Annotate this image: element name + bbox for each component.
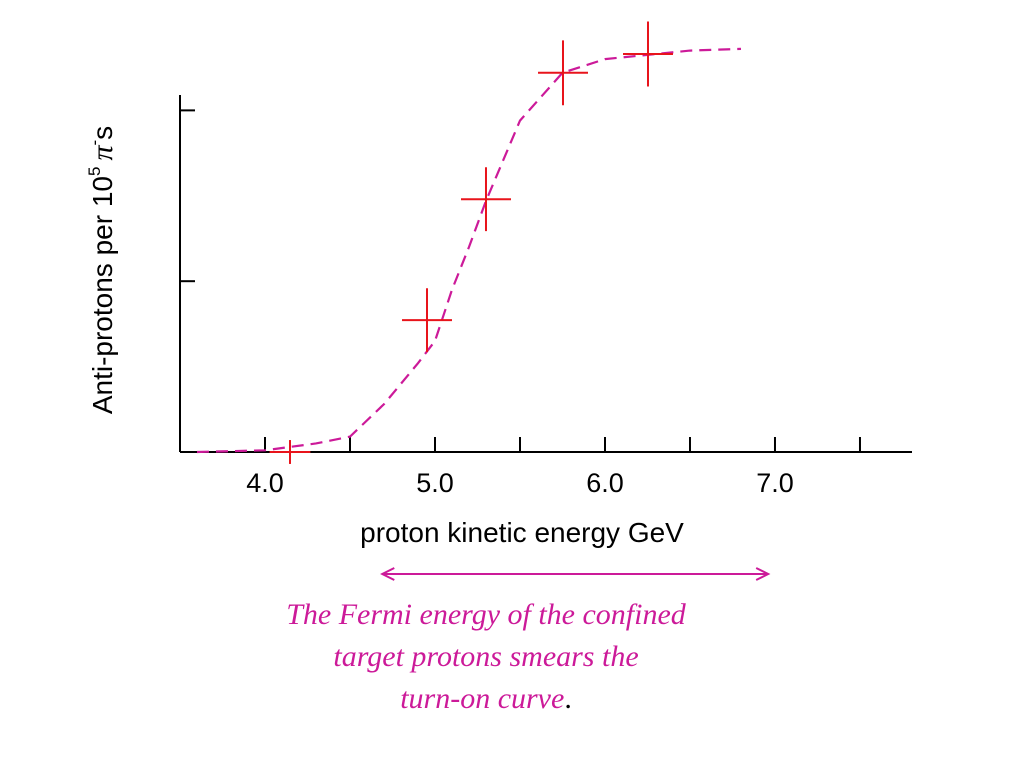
x-axis-label: proton kinetic energy GeV (360, 517, 684, 548)
data-point (402, 288, 452, 353)
annotation-line: The Fermi energy of the confined (286, 598, 687, 631)
x-tick-label: 5.0 (416, 468, 454, 498)
data-point (623, 21, 673, 87)
arrow-head (380, 567, 395, 581)
annotation-text: target protons smears the (333, 640, 638, 673)
annotation-text: The Fermi energy of the confined (286, 598, 687, 631)
x-tick-label: 4.0 (246, 468, 284, 498)
annotation-line: target protons smears the (333, 640, 638, 673)
data-point (461, 167, 511, 232)
y-label-sup: 5 (85, 167, 104, 176)
annotation-end: . (564, 682, 572, 715)
y-axis-label: Anti-protons per 105 π-s (85, 126, 119, 414)
x-tick-label: 7.0 (756, 468, 794, 498)
annotation-text: turn-on curve (400, 682, 564, 715)
data-point (538, 40, 588, 106)
x-tick-label: 6.0 (586, 468, 624, 498)
annotation-line: turn-on curve. (400, 682, 572, 715)
y-label-symbol-sup: - (85, 140, 104, 146)
y-label-suffix: s (87, 126, 118, 140)
fit-curve (196, 47, 742, 454)
data-point (269, 440, 311, 464)
y-label-text: Anti-protons per 10 (87, 176, 118, 414)
y-label-symbol: π (86, 145, 119, 161)
arrow-head (755, 567, 771, 581)
